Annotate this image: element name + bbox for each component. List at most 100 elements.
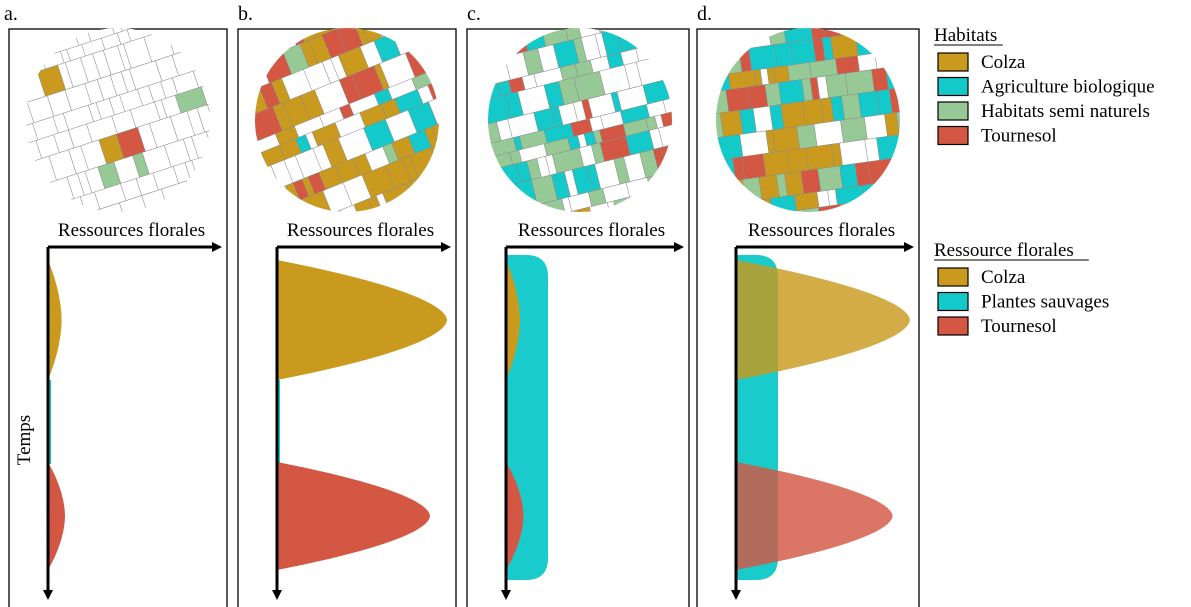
field-parcel [881, 28, 900, 53]
field-parcel [200, 2, 215, 17]
field-parcel [459, 22, 473, 42]
field-parcel [900, 0, 909, 13]
field-parcel [437, 44, 463, 72]
panel-c: c. Ressources florales [437, 0, 717, 607]
field-parcel [923, 191, 939, 216]
field-parcel [676, 55, 706, 81]
field-parcel [263, 190, 282, 212]
resource-curves [277, 260, 447, 570]
field-parcel [468, 172, 487, 194]
field-parcel [26, 39, 45, 63]
field-parcel [225, 183, 252, 211]
field-parcel [586, 0, 597, 11]
field-parcel [779, 28, 791, 30]
field-parcel [871, 67, 889, 92]
x-axis-arrow-icon [904, 242, 914, 252]
legend-item-label: Plantes sauvages [981, 292, 1109, 313]
field-parcel [660, 172, 671, 189]
field-parcel [188, 46, 209, 66]
field-parcel [723, 7, 736, 21]
field-parcel [857, 28, 877, 33]
field-parcel [689, 162, 713, 181]
field-parcel [609, 28, 628, 30]
field-parcel [804, 207, 823, 212]
field-parcel [200, 167, 210, 196]
field-parcel [70, 3, 89, 27]
field-parcel [384, 0, 401, 7]
field-parcel [488, 143, 495, 162]
field-parcel [436, 138, 439, 168]
field-parcel [442, 203, 473, 228]
field-parcel [419, 0, 443, 19]
field-parcel [92, 0, 109, 20]
colza-curve [277, 260, 447, 380]
x-axis-label: Ressources florales [58, 220, 205, 241]
legend-swatch [937, 267, 969, 287]
field-parcel [488, 28, 510, 36]
y-axis-arrow-icon [43, 590, 53, 600]
field-parcel [564, 206, 596, 212]
field-parcel [787, 62, 812, 82]
field-parcel [873, 28, 897, 31]
field-parcel [723, 180, 740, 205]
field-parcel [443, 28, 478, 62]
field-parcel [361, 0, 378, 16]
field-parcel [716, 182, 721, 209]
field-parcel [843, 0, 858, 4]
x-axis-label: Ressources florales [518, 220, 665, 241]
field-parcel [876, 134, 900, 161]
panel-b: b. Ressources florales [188, 0, 478, 607]
panel-letter: a. [4, 3, 18, 25]
x-axis-label: Ressources florales [748, 220, 895, 241]
field-parcel [831, 0, 845, 6]
field-parcel [394, 0, 416, 3]
field-parcel [671, 74, 672, 98]
field-parcel [742, 176, 763, 203]
field-parcel [716, 181, 728, 206]
field-parcel [787, 0, 802, 12]
field-parcel [255, 154, 261, 179]
field-parcel [331, 28, 348, 29]
field-parcel [810, 28, 826, 40]
field-parcel [801, 0, 822, 10]
field-parcel [684, 73, 698, 94]
field-parcel [863, 0, 877, 18]
field-parcel [488, 34, 500, 64]
field-parcel [255, 28, 266, 47]
field-parcel [820, 0, 832, 7]
field-parcel [692, 138, 706, 165]
field-parcel [233, 45, 254, 68]
field-parcel [215, 74, 245, 100]
tournesol-curve [48, 462, 65, 570]
field-parcel [469, 101, 485, 127]
field-parcel [805, 144, 835, 171]
panel-letter: d. [697, 3, 712, 25]
colza-curve [48, 260, 62, 380]
field-parcel [616, 0, 639, 3]
field-parcel [643, 187, 672, 212]
legend-swatch [937, 76, 969, 97]
field-parcel [716, 73, 731, 92]
field-parcel [640, 28, 672, 47]
field-parcel [488, 167, 506, 192]
field-parcel [844, 69, 875, 96]
field-parcel [0, 147, 21, 170]
field-parcel [0, 133, 8, 152]
field-parcel [768, 28, 787, 46]
field-parcel [0, 29, 9, 58]
field-parcel [907, 154, 926, 179]
field-parcel [195, 0, 209, 6]
field-parcel [699, 220, 729, 247]
field-parcel [817, 165, 843, 192]
legend-swatch [937, 291, 969, 312]
field-parcel [824, 5, 840, 23]
field-parcel [183, 28, 205, 49]
field-parcel [748, 44, 779, 71]
field-parcel [635, 0, 657, 23]
landscape-map [676, 0, 939, 247]
field-parcel [720, 110, 744, 138]
field-parcel [856, 0, 871, 2]
field-parcel [906, 0, 935, 12]
field-parcel [835, 55, 860, 75]
field-parcel [689, 202, 717, 230]
